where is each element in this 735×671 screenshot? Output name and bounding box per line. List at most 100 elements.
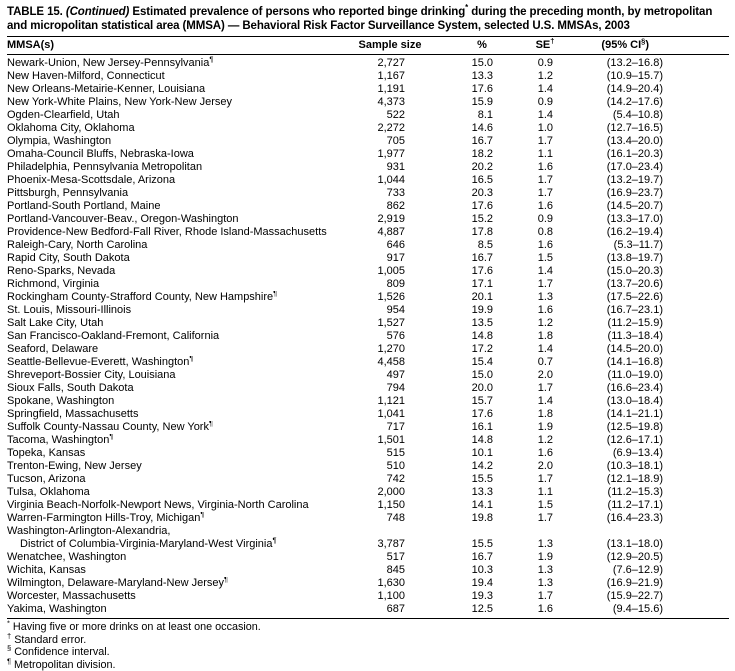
percent-cell: 14.8 xyxy=(471,330,493,343)
sample-size-cell: 1,044 xyxy=(377,174,405,187)
table-row: Shreveport-Bossier City, Louisiana 497 1… xyxy=(7,369,729,382)
sample-size-cell: 742 xyxy=(386,473,405,486)
mmsa-name: Phoenix-Mesa-Scottsdale, Arizona xyxy=(7,174,176,187)
footnote-marker: * xyxy=(7,618,10,628)
se-cell: 1.4 xyxy=(537,395,553,408)
sample-size-cell: 1,005 xyxy=(377,265,405,278)
mmsa-name: Tacoma, Washington¶ xyxy=(7,434,355,447)
mmsa-name: Warren-Farmington Hills-Troy, Michigan¶ xyxy=(7,512,355,525)
mmsa-name: Olympia, Washington xyxy=(7,135,112,148)
ci-cell: (14.9–20.4) xyxy=(606,83,663,96)
mmsa-name-cell: Phoenix-Mesa-Scottsdale, Arizona xyxy=(7,174,355,187)
pilcrow-mark: ¶ xyxy=(208,421,213,428)
percent-cell: 13.3 xyxy=(471,70,493,83)
mmsa-name-cell: Virginia Beach-Norfolk-Newport News, Vir… xyxy=(7,499,355,512)
mmsa-name-cell: Portland-Vancouver-Beav., Oregon-Washing… xyxy=(7,213,355,226)
pilcrow-mark: ¶ xyxy=(273,291,278,298)
table-row: San Francisco-Oakland-Fremont, Californi… xyxy=(7,330,729,343)
se-cell: 1.6 xyxy=(537,304,553,317)
sample-size-cell: 2,919 xyxy=(377,213,405,226)
sample-size-cell: 931 xyxy=(386,161,405,174)
sample-size-cell: 748 xyxy=(386,512,405,525)
mmsa-name: Reno-Sparks, Nevada xyxy=(7,265,116,278)
pilcrow-mark: ¶ xyxy=(109,434,114,441)
table-row: Wichita, Kansas 845 10.3 1.3 (7.6–12.9) xyxy=(7,564,729,577)
footnote: † Standard error. xyxy=(7,631,87,646)
footnote-marker: § xyxy=(7,643,12,653)
mmsa-name-cell: New Orleans-Metairie-Kenner, Louisiana xyxy=(7,83,355,96)
se-cell: 1.3 xyxy=(537,564,553,577)
percent-cell: 19.4 xyxy=(471,577,493,590)
percent-cell: 17.6 xyxy=(471,408,493,421)
ci-cell: (16.9–23.7) xyxy=(606,187,663,200)
header-row: MMSA(s) Sample size % SE† (95% CI§) xyxy=(7,36,729,56)
percent-cell: 15.5 xyxy=(471,538,493,551)
ci-label: (95% CI xyxy=(601,39,642,52)
pilcrow-mark: ¶ xyxy=(209,54,214,64)
ci-cell: (12.7–16.5) xyxy=(606,122,663,135)
se-cell: 1.9 xyxy=(537,421,553,434)
percent-cell: 13.3 xyxy=(471,486,493,499)
se-cell: 1.5 xyxy=(537,252,553,265)
ci-cell: (12.6–17.1) xyxy=(606,434,663,447)
table-row: Phoenix-Mesa-Scottsdale, Arizona 1,044 1… xyxy=(7,174,729,187)
table-row: Worcester, Massachusetts 1,100 19.3 1.7 … xyxy=(7,590,729,603)
sample-size-cell: 4,458 xyxy=(377,356,405,369)
percent-cell: 19.8 xyxy=(471,512,493,525)
percent-cell: 14.6 xyxy=(471,122,493,135)
pilcrow-mark: ¶ xyxy=(189,356,194,363)
percent-cell: 17.1 xyxy=(471,278,493,291)
mmsa-name-cell: Ogden-Clearfield, Utah xyxy=(7,109,355,122)
percent-cell: 16.7 xyxy=(471,135,493,148)
table-row: Portland-Vancouver-Beav., Oregon-Washing… xyxy=(7,213,729,226)
sample-size-cell: 1,501 xyxy=(377,434,405,447)
se-cell: 1.7 xyxy=(537,187,553,200)
ci-cell: (16.1–20.3) xyxy=(606,148,663,161)
column-header-se: SE† xyxy=(523,36,595,56)
table-row: Tulsa, Oklahoma 2,000 13.3 1.1 (11.2–15.… xyxy=(7,486,729,499)
sample-size-cell: 3,787 xyxy=(377,538,405,551)
ci-cell: (14.1–16.8) xyxy=(606,356,663,369)
ci-cell: (13.1–18.0) xyxy=(606,538,663,551)
title-text-rest: during the preceding month, by metropoli… xyxy=(7,6,713,33)
mmsa-name: Virginia Beach-Norfolk-Newport News, Vir… xyxy=(7,499,309,512)
ci-cell: (15.0–20.3) xyxy=(606,265,663,278)
column-header-percent: % xyxy=(441,36,523,56)
percent-cell: 17.2 xyxy=(471,343,493,356)
mmsa-name-cell: San Francisco-Oakland-Fremont, Californi… xyxy=(7,330,355,343)
sample-size-cell: 845 xyxy=(386,564,405,577)
se-cell: 1.7 xyxy=(537,382,553,395)
se-cell: 2.0 xyxy=(537,369,553,382)
ci-cell: (13.2–19.7) xyxy=(606,174,663,187)
percent-cell: 15.5 xyxy=(471,473,493,486)
ci-cell: (13.4–20.0) xyxy=(606,135,663,148)
sample-size-cell: 1,527 xyxy=(377,317,405,330)
sample-size-cell: 1,630 xyxy=(377,577,405,590)
footnote: * Having five or more drinks on at least… xyxy=(7,618,261,634)
table-body: Newark-Union, New Jersey-Pennsylvania¶ 2… xyxy=(7,55,729,619)
sample-size-cell: 510 xyxy=(386,460,405,473)
se-cell: 1.8 xyxy=(537,408,553,421)
table-row: Trenton-Ewing, New Jersey 510 14.2 2.0 (… xyxy=(7,460,729,473)
sample-size-cell: 687 xyxy=(386,603,405,616)
se-cell: 0.8 xyxy=(537,226,553,239)
percent-cell: 17.6 xyxy=(471,83,493,96)
mmsa-name-cell: Spokane, Washington xyxy=(7,395,355,408)
se-cell: 0.9 xyxy=(537,57,553,70)
mmsa-name: New Orleans-Metairie-Kenner, Louisiana xyxy=(7,83,206,96)
table-row: Tucson, Arizona 742 15.5 1.7 (12.1–18.9) xyxy=(7,473,729,486)
ci-cell: (17.5–22.6) xyxy=(606,291,663,304)
mmsa-name-cell: Newark-Union, New Jersey-Pennsylvania¶ xyxy=(7,55,355,71)
se-cell: 1.7 xyxy=(537,278,553,291)
percent-cell: 19.9 xyxy=(471,304,493,317)
ci-cell: (16.2–19.4) xyxy=(606,226,663,239)
sample-size-cell: 515 xyxy=(386,447,405,460)
ci-cell: (7.6–12.9) xyxy=(612,564,663,577)
table-row: Ogden-Clearfield, Utah 522 8.1 1.4 (5.4–… xyxy=(7,109,729,122)
percent-cell: 14.8 xyxy=(471,434,493,447)
se-cell: 1.8 xyxy=(537,330,553,343)
table-title: TABLE 15. (Continued) Estimated prevalen… xyxy=(7,4,729,33)
mmsa-name-cell: Raleigh-Cary, North Carolina xyxy=(7,239,355,252)
percent-cell: 15.2 xyxy=(471,213,493,226)
